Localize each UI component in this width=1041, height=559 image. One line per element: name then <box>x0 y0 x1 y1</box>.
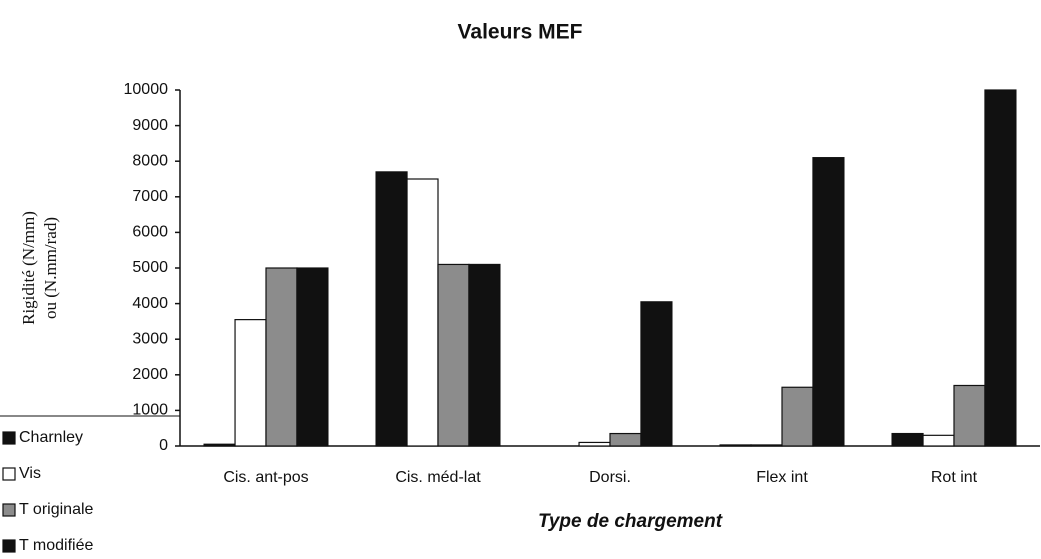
bar <box>296 267 329 447</box>
y-axis-label-line: Rigidité (N/mm) <box>19 211 38 325</box>
bar <box>406 178 439 447</box>
legend-swatch <box>2 467 16 481</box>
legend-label: Charnley <box>19 429 83 446</box>
y-tick-label: 6000 <box>132 224 168 241</box>
x-axis-label: Type de chargement <box>538 511 723 532</box>
y-tick-label: 5000 <box>132 259 168 276</box>
legend-swatch <box>2 539 16 553</box>
bar <box>781 386 814 447</box>
bar <box>719 444 752 447</box>
bar <box>468 263 501 447</box>
y-tick-label: 3000 <box>132 330 168 347</box>
y-tick-label: 0 <box>159 437 168 454</box>
bar <box>891 432 924 447</box>
legend-label: Vis <box>19 465 41 482</box>
bar <box>578 441 611 447</box>
bar <box>812 157 845 447</box>
y-tick-label: 9000 <box>132 117 168 134</box>
x-tick-label: Rot int <box>931 469 978 486</box>
bar <box>265 267 298 447</box>
bar <box>984 89 1017 447</box>
bar <box>953 384 986 447</box>
bar <box>922 434 955 447</box>
y-axis-label-line: ou (N.mm/rad) <box>41 217 60 319</box>
bar <box>234 319 267 447</box>
bar <box>640 301 673 447</box>
bar <box>437 263 470 447</box>
bar <box>609 432 642 447</box>
y-tick-label: 7000 <box>132 188 168 205</box>
chart-title: Valeurs MEF <box>458 21 583 44</box>
x-tick-label: Dorsi. <box>589 469 631 486</box>
bar <box>375 171 408 447</box>
y-tick-label: 1000 <box>132 402 168 419</box>
legend-label: T modifiée <box>19 537 94 554</box>
x-tick-label: Cis. ant-pos <box>223 469 308 486</box>
x-tick-label: Flex int <box>756 469 808 486</box>
y-tick-label: 8000 <box>132 152 168 169</box>
bar <box>750 444 783 447</box>
x-tick-label: Cis. méd-lat <box>395 469 481 486</box>
y-tick-label: 4000 <box>132 295 168 312</box>
y-tick-label: 10000 <box>124 81 169 98</box>
y-tick-label: 2000 <box>132 366 168 383</box>
legend-swatch <box>2 503 16 517</box>
legend-label: T originale <box>19 501 94 518</box>
y-axis-label: Rigidité (N/mm) ou (N.mm/rad) <box>19 211 60 325</box>
bar <box>203 443 236 447</box>
legend-swatch <box>2 431 16 445</box>
